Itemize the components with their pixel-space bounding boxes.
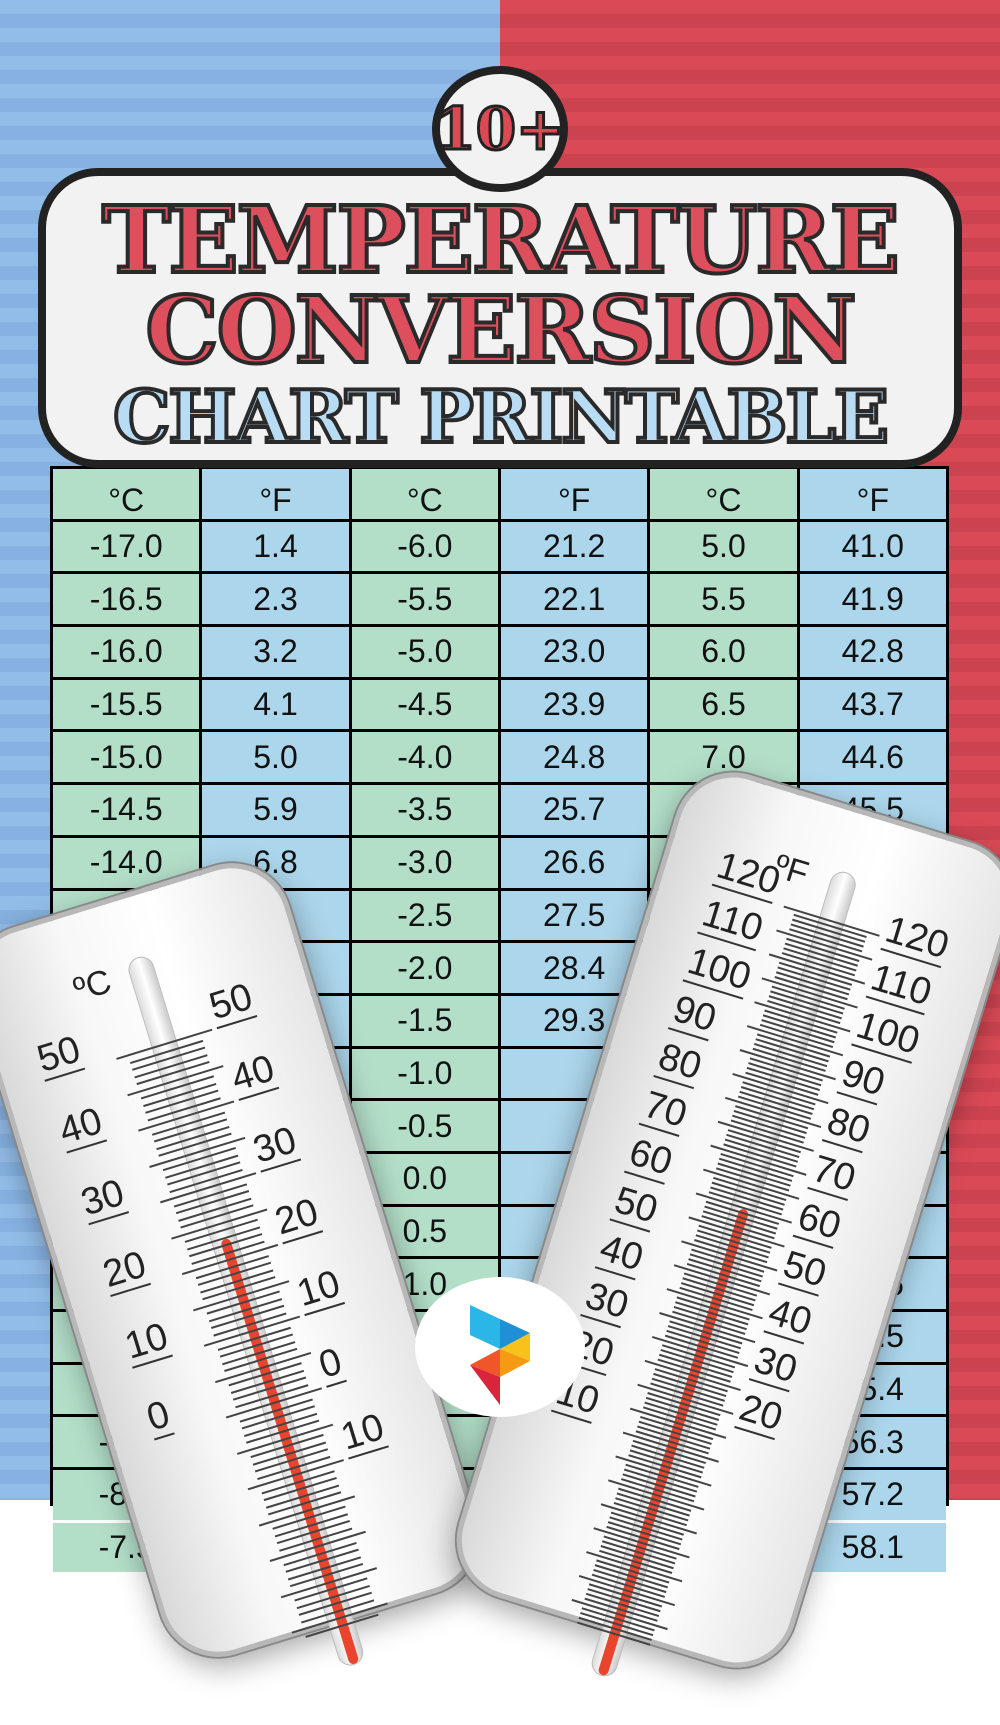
celsius-cell: -17.0 xyxy=(53,521,200,572)
fahrenheit-cell: 22.1 xyxy=(500,574,648,625)
fahrenheit-cell: 21.2 xyxy=(500,521,648,572)
celsius-cell: 6.5 xyxy=(650,679,797,730)
fahrenheit-cell: 2.3 xyxy=(202,574,349,625)
table-header-cell: °F xyxy=(500,469,648,519)
celsius-cell: -2.0 xyxy=(351,943,498,993)
scale-label-right: 40 xyxy=(226,1047,280,1101)
scale-label-right: 70 xyxy=(807,1147,861,1202)
scale-label-right: 10 xyxy=(336,1406,390,1460)
scale-label-left: 110 xyxy=(697,892,768,952)
scale-label-left: 80 xyxy=(653,1035,707,1090)
brand-logo-icon xyxy=(415,1277,585,1417)
scale-label-right: 20 xyxy=(270,1190,324,1245)
scale-label-left: 50 xyxy=(32,1028,86,1082)
celsius-cell: -5.5 xyxy=(351,574,498,625)
title-line-1: TEMPERATURE xyxy=(100,184,902,296)
celsius-cell: -6.0 xyxy=(351,521,498,572)
fahrenheit-cell: 24.8 xyxy=(500,732,648,783)
celsius-cell: -2.5 xyxy=(351,890,498,941)
scale-label-right: 110 xyxy=(865,956,937,1016)
scale-label-left: 20 xyxy=(98,1243,152,1297)
fahrenheit-cell: 25.7 xyxy=(500,785,648,835)
scale-label-left: 30 xyxy=(580,1274,634,1329)
celsius-cell: 0.0 xyxy=(351,1153,498,1204)
scale-label-left: 40 xyxy=(54,1100,108,1154)
fahrenheit-cell: 3.2 xyxy=(202,627,349,677)
celsius-cell: 5.5 xyxy=(650,574,797,625)
scale-label-right: 60 xyxy=(792,1195,846,1249)
table-header-cell: °C xyxy=(650,469,797,519)
scale-label-right: 30 xyxy=(248,1119,302,1173)
fahrenheit-cell: 4.1 xyxy=(202,679,349,730)
table-header-cell: °C xyxy=(53,469,200,519)
celsius-cell: -15.0 xyxy=(53,732,200,783)
scale-label-right: 90 xyxy=(836,1052,890,1106)
fahrenheit-cell: 41.9 xyxy=(799,574,946,625)
scale-label-left: 40 xyxy=(594,1226,648,1281)
scale-label-left: 0 xyxy=(142,1393,175,1441)
fahrenheit-cell: 44.6 xyxy=(799,732,946,783)
title-line-2: CONVERSION xyxy=(143,274,858,386)
celsius-cell: -3.0 xyxy=(351,837,498,888)
fahrenheit-cell: 23.9 xyxy=(500,679,648,730)
count-badge: 10+ xyxy=(432,66,568,192)
celsius-cell: 6.0 xyxy=(650,627,797,677)
table-header-cell: °F xyxy=(202,469,349,519)
celsius-cell: -0.5 xyxy=(351,1101,498,1151)
celsius-cell: -5.0 xyxy=(351,627,498,677)
fahrenheit-cell: 26.6 xyxy=(500,837,648,888)
scale-label-left: 70 xyxy=(638,1083,692,1138)
scale-label-right: 0 xyxy=(314,1340,348,1388)
celsius-cell: 7.0 xyxy=(650,732,797,783)
fahrenheit-cell: 41.0 xyxy=(799,521,946,572)
scale-label-right: 50 xyxy=(778,1243,832,1297)
unit-label: ºC xyxy=(69,962,116,1010)
fahrenheit-cell: 5.0 xyxy=(202,732,349,783)
celsius-cell: -4.0 xyxy=(351,732,498,783)
scale-label-right: 30 xyxy=(748,1338,802,1393)
celsius-cell: -16.5 xyxy=(53,574,200,625)
fahrenheit-cell: 1.4 xyxy=(202,521,349,572)
scale-label-left: 60 xyxy=(624,1131,678,1185)
title-banner: TEMPERATURE CONVERSION CHART PRINTABLE xyxy=(38,168,962,468)
scale-label-left: 30 xyxy=(76,1171,130,1226)
celsius-cell: -4.5 xyxy=(351,679,498,730)
scale-label-right: 50 xyxy=(204,975,258,1030)
celsius-cell: -16.0 xyxy=(53,627,200,677)
fahrenheit-cell: 5.9 xyxy=(202,785,349,835)
table-header-cell: °C xyxy=(351,469,498,519)
celsius-cell: -1.5 xyxy=(351,995,498,1046)
scale-label-left: 10 xyxy=(120,1315,174,1369)
scale-label-right: 10 xyxy=(292,1262,346,1317)
scale-label-left: 90 xyxy=(667,987,721,1042)
scale-label-right: 80 xyxy=(821,1099,875,1154)
celsius-cell: -3.5 xyxy=(351,785,498,835)
fahrenheit-cell: 23.0 xyxy=(500,627,648,677)
fahrenheit-cell: 27.5 xyxy=(500,890,648,941)
title-line-3: CHART PRINTABLE xyxy=(111,372,891,461)
celsius-cell: -14.5 xyxy=(53,785,200,835)
fahrenheit-cell: 43.7 xyxy=(799,679,946,730)
celsius-cell: -15.5 xyxy=(53,679,200,730)
celsius-cell: 5.0 xyxy=(650,521,797,572)
scale-label-right: 20 xyxy=(734,1386,788,1441)
fahrenheit-cell: 42.8 xyxy=(799,627,946,677)
celsius-cell: -1.0 xyxy=(351,1048,498,1099)
table-header-cell: °F xyxy=(799,469,946,519)
scale-label-left: 50 xyxy=(609,1179,663,1233)
scale-label-right: 40 xyxy=(763,1291,817,1345)
